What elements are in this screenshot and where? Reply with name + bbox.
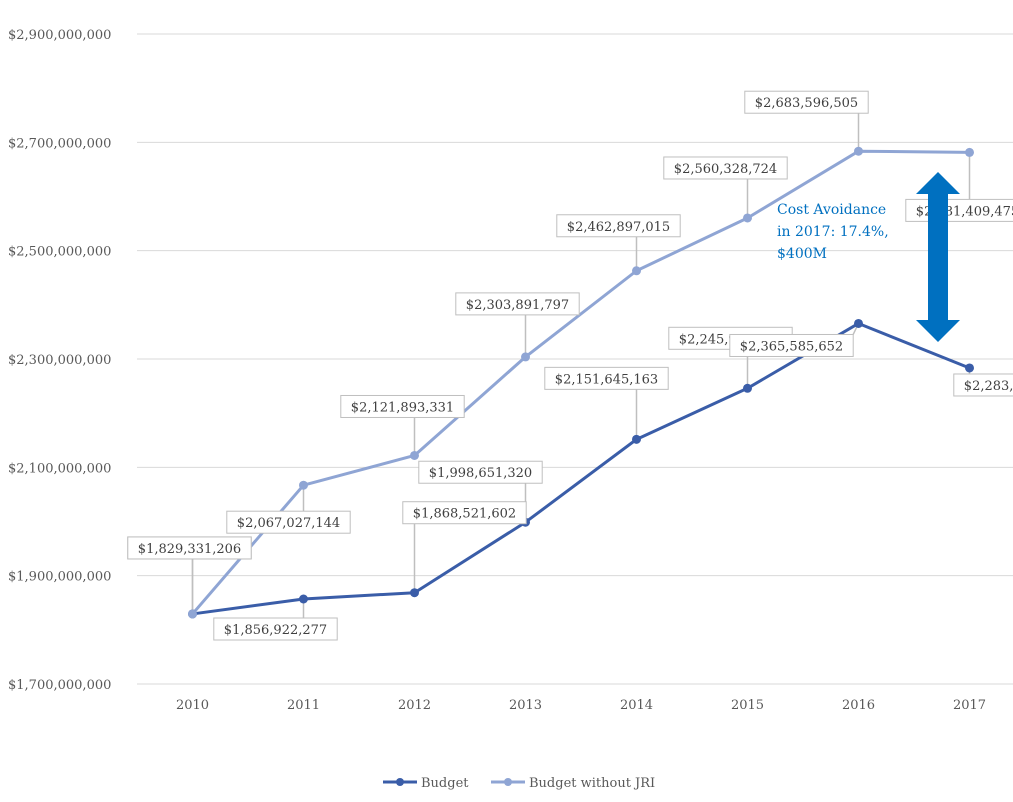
legend-label-budget: Budget — [421, 776, 469, 791]
data-point — [521, 352, 530, 361]
data-label: $2,283,416,000 — [964, 379, 1013, 394]
data-labels: $1,829,331,206 $1,856,922,277 $1,868,521,6… — [128, 91, 1013, 640]
data-point — [854, 147, 863, 156]
data-label-leader-lines — [193, 113, 970, 618]
data-label: $2,683,596,505 — [755, 96, 858, 111]
legend-marker-budget-without-jri — [504, 778, 512, 786]
data-label: $2,365,585,652 — [740, 339, 843, 354]
data-label: $2,121,893,331 — [351, 400, 454, 415]
data-label: $1,856,922,277 — [224, 623, 327, 638]
data-label: $2,462,897,015 — [567, 220, 670, 235]
x-tick-label: 2017 — [953, 698, 986, 713]
x-tick-label: 2015 — [731, 698, 764, 713]
data-label: $2,303,891,797 — [466, 298, 569, 313]
data-label: $2,560,328,724 — [674, 162, 777, 177]
x-tick-label: 2011 — [287, 698, 320, 713]
data-point — [299, 481, 308, 490]
data-point — [188, 609, 197, 618]
data-point — [854, 319, 863, 328]
y-tick-label: $1,900,000,000 — [8, 570, 111, 585]
data-point — [965, 363, 974, 372]
data-label: $1,868,521,602 — [413, 507, 516, 522]
data-label: $2,151,645,163 — [555, 372, 658, 387]
annotation-line-1: Cost Avoidance — [777, 202, 886, 218]
legend-marker-budget — [396, 778, 404, 786]
data-point — [299, 595, 308, 604]
data-point — [743, 213, 752, 222]
annotation-text: Cost Avoidance in 2017: 17.4%, $400M — [777, 202, 893, 262]
y-tick-label: $2,700,000,000 — [8, 136, 111, 151]
cost-avoidance-annotation: Cost Avoidance in 2017: 17.4%, $400M — [777, 172, 960, 342]
x-tick-label: 2012 — [398, 698, 431, 713]
legend-item-budget: Budget — [383, 776, 469, 791]
data-label: $1,829,331,206 — [138, 542, 241, 557]
legend-item-budget-without-jri: Budget without JRI — [491, 776, 655, 791]
x-axis-tick-labels: 2010 2011 2012 2013 2014 2015 2016 2017 — [176, 698, 986, 713]
double-arrow-icon — [916, 172, 960, 342]
data-label: $1,998,651,320 — [429, 466, 532, 481]
y-tick-label: $2,300,000,000 — [8, 353, 111, 368]
x-tick-label: 2013 — [509, 698, 542, 713]
data-point — [743, 384, 752, 393]
y-tick-label: $2,100,000,000 — [8, 461, 111, 476]
data-point — [632, 435, 641, 444]
legend: Budget Budget without JRI — [383, 776, 655, 791]
y-tick-label: $2,500,000,000 — [8, 245, 111, 260]
annotation-line-2: in 2017: 17.4%, — [777, 224, 889, 240]
y-tick-label: $2,900,000,000 — [8, 28, 111, 43]
data-point — [965, 148, 974, 157]
data-point — [410, 451, 419, 460]
data-point — [410, 588, 419, 597]
data-label: $2,067,027,144 — [237, 516, 340, 531]
gridlines — [137, 34, 1013, 684]
x-tick-label: 2016 — [842, 698, 875, 713]
x-tick-label: 2010 — [176, 698, 209, 713]
y-axis-tick-labels: $1,700,000,000 $1,900,000,000 $2,100,000,0… — [8, 28, 111, 693]
legend-label-budget-without-jri: Budget without JRI — [529, 776, 655, 791]
y-tick-label: $1,700,000,000 — [8, 678, 111, 693]
x-tick-label: 2014 — [620, 698, 653, 713]
annotation-line-3: $400M — [777, 246, 827, 262]
data-point — [632, 266, 641, 275]
